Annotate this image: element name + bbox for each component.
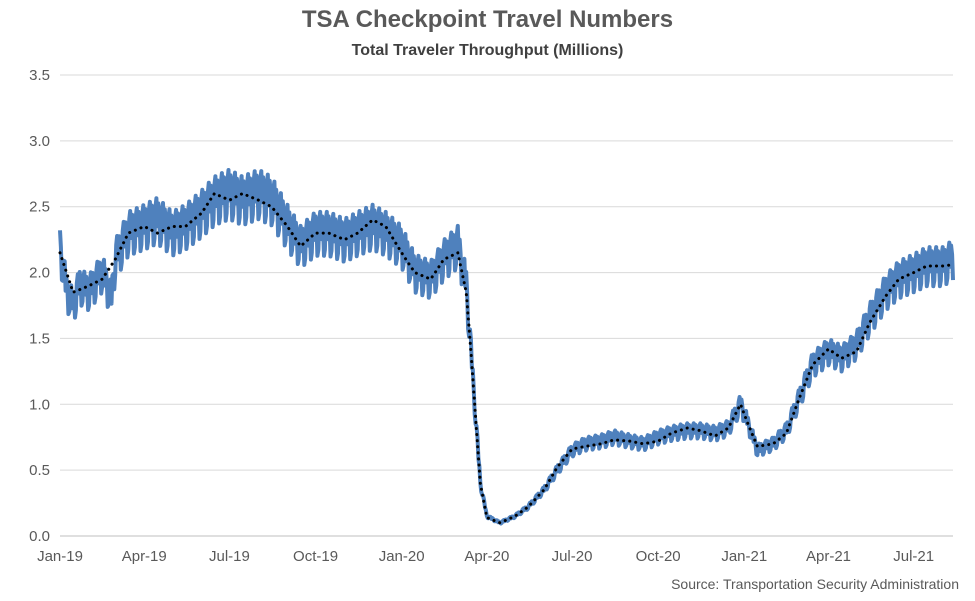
y-tick-label: 1.0 bbox=[29, 396, 50, 413]
x-tick-label: Jul-19 bbox=[209, 548, 250, 565]
x-tick-label: Apr-19 bbox=[122, 548, 167, 565]
x-tick-label: Jul-21 bbox=[893, 548, 934, 565]
y-tick-label: 0.5 bbox=[29, 462, 50, 479]
y-tick-label: 0.0 bbox=[29, 528, 50, 545]
y-tick-label: 2.0 bbox=[29, 265, 50, 282]
x-tick-label: Jan-21 bbox=[721, 548, 767, 565]
source-note: Source: Transportation Security Administ… bbox=[671, 576, 959, 592]
x-tick-label: Apr-21 bbox=[806, 548, 851, 565]
gridlines bbox=[60, 74, 953, 471]
x-tick-label: Jan-19 bbox=[37, 548, 83, 565]
chart-title: TSA Checkpoint Travel Numbers bbox=[301, 6, 674, 33]
series-group bbox=[58, 168, 955, 526]
y-tick-label: 1.5 bbox=[29, 330, 50, 347]
y-tick-label: 3.0 bbox=[29, 133, 50, 150]
y-tick-label: 2.5 bbox=[29, 199, 50, 216]
x-tick-label: Jan-20 bbox=[379, 548, 425, 565]
x-tick-label: Apr-20 bbox=[464, 548, 509, 565]
axes: 0.0 0.5 1.0 1.5 2.0 2.5 3.0 3.5 Jan-19 Apr-19 Jul-… bbox=[29, 67, 953, 565]
seven-day-average-line bbox=[58, 191, 955, 525]
chart-subtitle: Total Traveler Throughput (Millions) bbox=[351, 42, 624, 59]
y-tick-label: 3.5 bbox=[29, 67, 50, 84]
x-tick-label: Oct-20 bbox=[636, 548, 681, 565]
x-tick-label: Oct-19 bbox=[293, 548, 338, 565]
x-tick-label: Jul-20 bbox=[552, 548, 593, 565]
